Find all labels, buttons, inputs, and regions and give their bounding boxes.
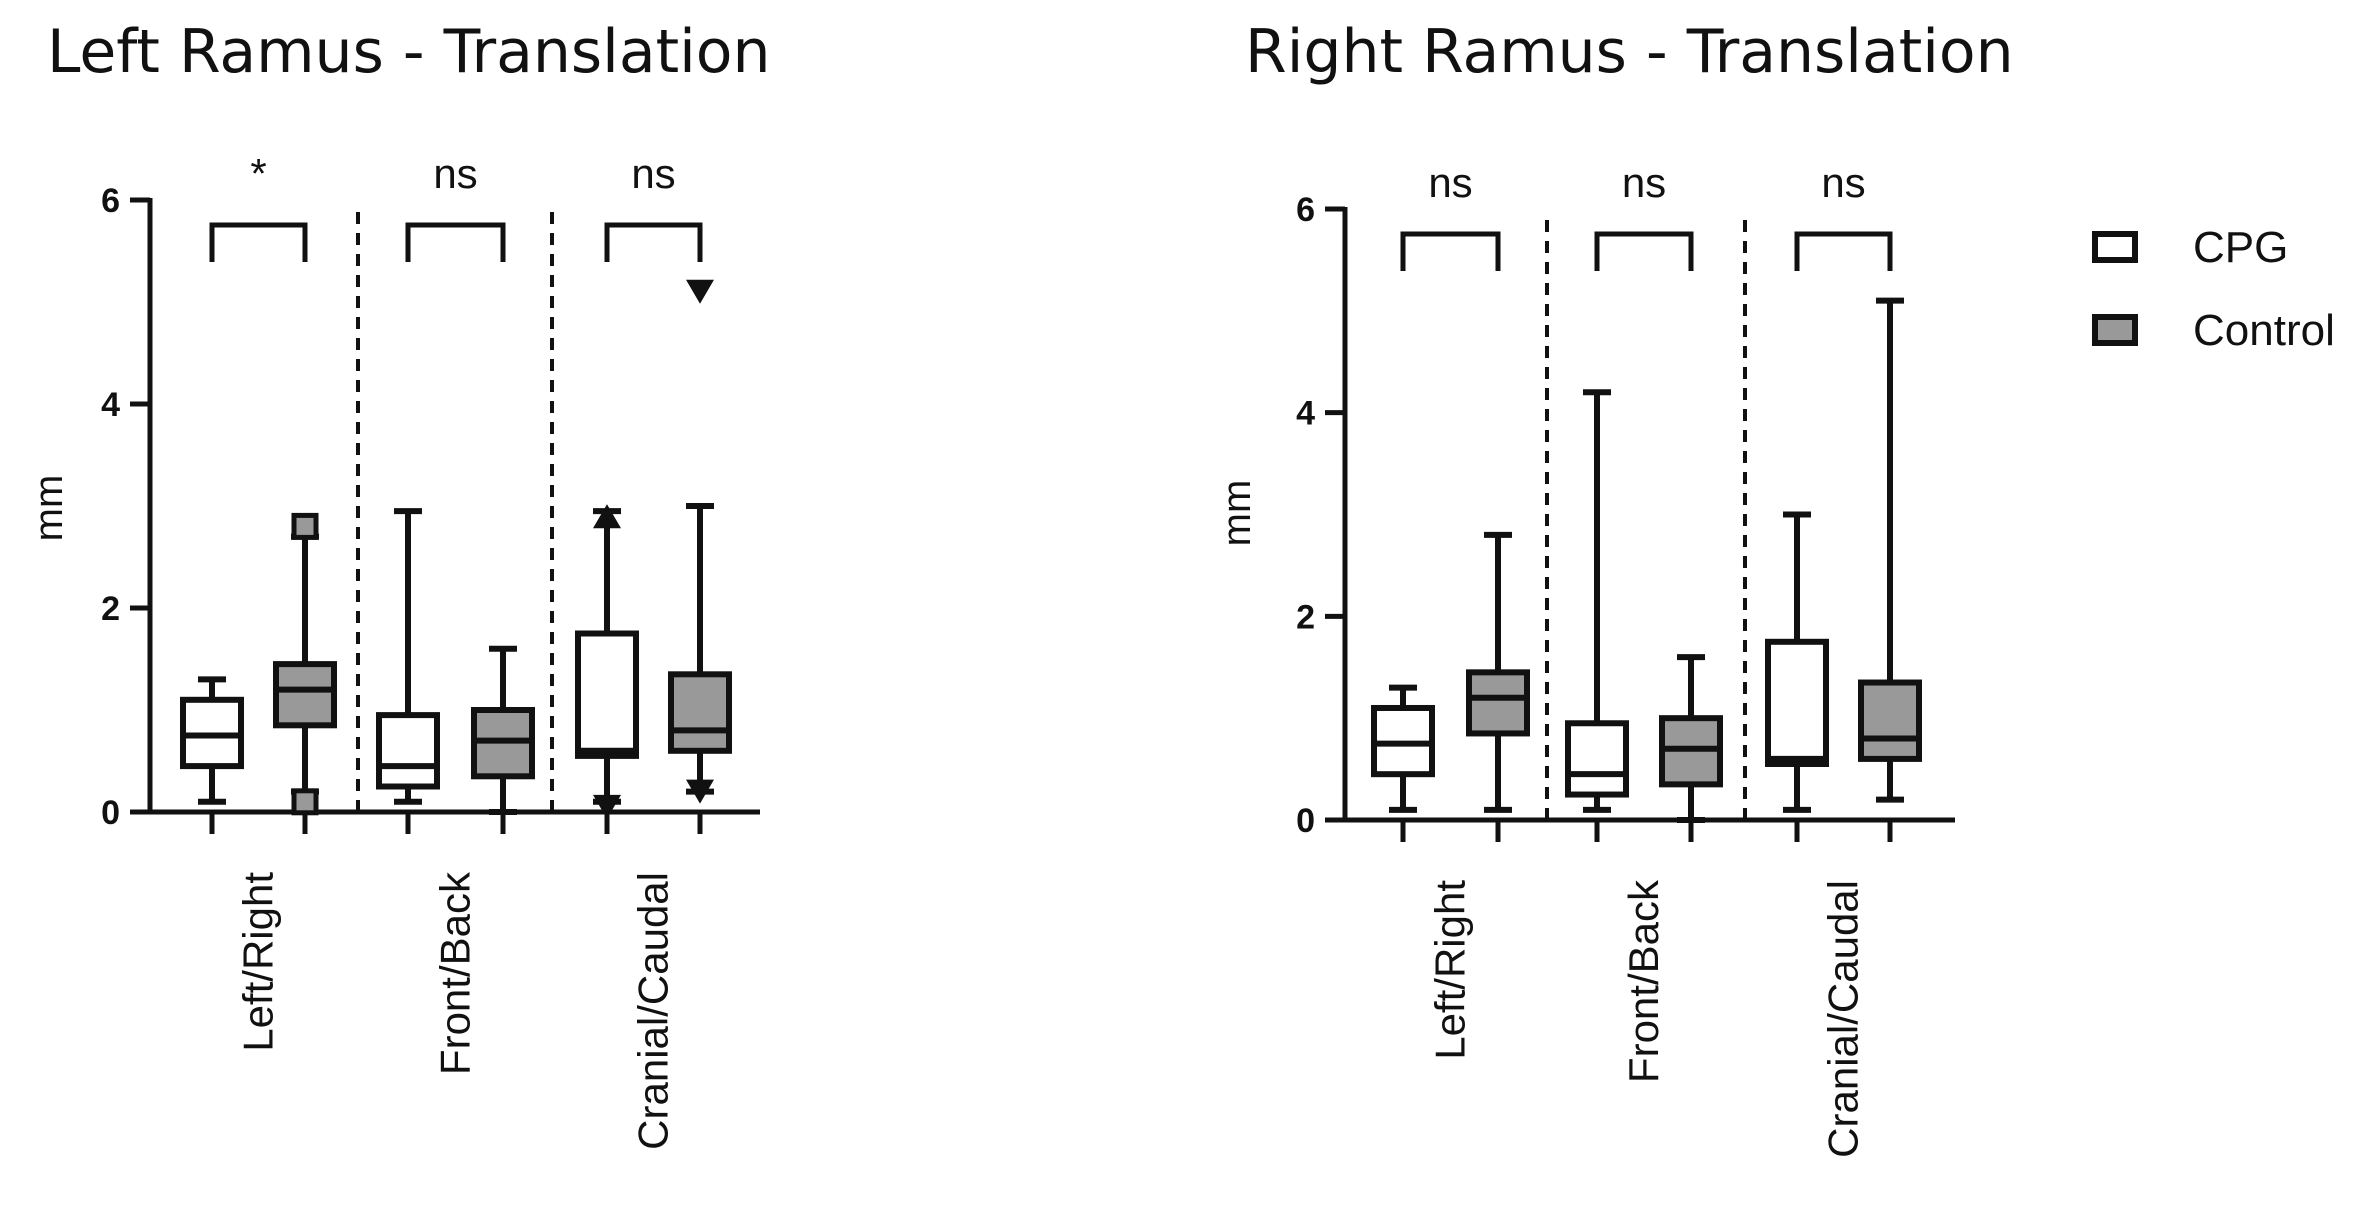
significance-label: ns xyxy=(1622,159,1666,206)
significance-bracket xyxy=(209,222,308,262)
y-axis-label: mm xyxy=(1215,480,1259,547)
box-cpg xyxy=(376,712,440,790)
significance-label: ns xyxy=(433,150,477,197)
significance-bracket xyxy=(1400,231,1501,271)
y-tick-label: 4 xyxy=(1296,395,1315,433)
significance-label: ns xyxy=(631,150,675,197)
y-tick-label: 6 xyxy=(1296,191,1315,229)
legend: CPG Control xyxy=(2092,223,2335,355)
significance-label: ns xyxy=(1428,159,1472,206)
box-control xyxy=(273,661,337,729)
outlier-marker xyxy=(686,779,714,804)
outlier-marker xyxy=(686,279,714,304)
right-ramus-panel: Right Ramus - Translation mm 0 2 4 6 Left/Ri… xyxy=(1215,17,2014,1158)
box-cpg xyxy=(1765,638,1829,767)
category-label: Left/Right xyxy=(1427,880,1474,1060)
category-label: Front/Back xyxy=(1620,879,1667,1083)
outlier-marker xyxy=(593,504,621,529)
category-label: Left/Right xyxy=(235,872,282,1052)
significance-bracket xyxy=(405,222,506,262)
category-label: Cranial/Caudal xyxy=(630,872,677,1150)
significance-label: * xyxy=(250,150,266,197)
box-control xyxy=(1466,669,1530,737)
y-axis-label: mm xyxy=(27,475,71,542)
legend-label-cpg: CPG xyxy=(2193,223,2288,272)
y-tick-label: 0 xyxy=(1296,802,1315,840)
chart-title: Left Ramus - Translation xyxy=(47,17,771,87)
chart-title: Right Ramus - Translation xyxy=(1245,17,2014,87)
significance-label: ns xyxy=(1821,159,1865,206)
box-cpg xyxy=(575,630,639,759)
y-tick-label: 0 xyxy=(101,794,120,832)
legend-label-control: Control xyxy=(2193,306,2335,355)
box-control xyxy=(668,671,732,754)
y-tick-label: 2 xyxy=(1296,598,1315,636)
outlier-marker xyxy=(593,794,621,819)
y-tick-label: 4 xyxy=(101,386,120,424)
significance-bracket xyxy=(604,222,703,262)
outlier-marker xyxy=(291,512,319,540)
legend-swatch-control xyxy=(2092,314,2138,346)
significance-bracket xyxy=(1794,231,1893,271)
box-control xyxy=(1858,679,1922,762)
box-cpg xyxy=(1565,720,1629,798)
category-label: Front/Back xyxy=(432,871,479,1075)
outlier-marker xyxy=(291,788,319,816)
significance-bracket xyxy=(1594,231,1694,271)
left-ramus-panel: Left Ramus - Translation mm 0 2 4 6 Left/Rig… xyxy=(27,17,771,1150)
y-tick-label: 2 xyxy=(101,590,120,628)
y-tick-label: 6 xyxy=(101,182,120,220)
category-label: Cranial/Caudal xyxy=(1820,880,1867,1158)
legend-swatch-cpg xyxy=(2092,231,2138,263)
